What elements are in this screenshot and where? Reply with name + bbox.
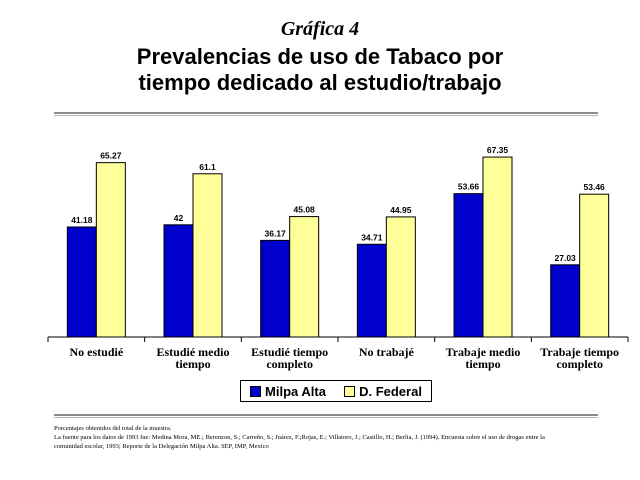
- x-tick-label: completo: [266, 357, 313, 371]
- bar-value-label: 36.17: [265, 228, 287, 238]
- bar-value-label: 67.35: [487, 145, 509, 155]
- legend-label-d-federal: D. Federal: [359, 383, 422, 399]
- x-tick-label: No trabajé: [359, 345, 415, 359]
- chart-title-line-1: Prevalencias de uso de Tabaco por: [136, 44, 504, 69]
- x-tick-label: No estudié: [69, 345, 123, 359]
- footnote-2: La fuente para los datos de 1993 fue: Me…: [54, 434, 545, 441]
- bar-milpa-alta: [453, 193, 484, 338]
- x-tick-label: Estudié tiempo: [251, 345, 328, 359]
- bottom-divider: [54, 414, 598, 418]
- bar-value-label: 61.1: [199, 162, 216, 172]
- bar-milpa-alta: [550, 264, 581, 338]
- bar-d-federal: [192, 173, 223, 338]
- chart-legend: Milpa Alta D. Federal: [240, 380, 432, 402]
- chart-kicker: Gráfica 4: [280, 18, 360, 40]
- bar-value-label: 53.66: [458, 182, 480, 192]
- bar-d-federal: [482, 156, 513, 338]
- bar-value-label: 34.71: [361, 232, 383, 242]
- bar-value-label: 41.18: [71, 215, 93, 225]
- bar-value-label: 42: [174, 213, 184, 223]
- legend-swatch-milpa-alta: [250, 385, 262, 397]
- footnotes: Porcentajes obtenidos del total de la mu…: [54, 424, 614, 451]
- x-tick-label: Trabaje tiempo: [540, 345, 619, 359]
- legend-label-milpa-alta: Milpa Alta: [265, 383, 326, 399]
- top-divider: [54, 112, 598, 116]
- bar-value-label: 65.27: [100, 151, 122, 161]
- bar-value-label: 53.46: [584, 182, 606, 192]
- bar-value-label: 45.08: [294, 205, 316, 215]
- x-tick-label: Estudié medio: [156, 345, 229, 359]
- bar-d-federal: [579, 193, 610, 338]
- bar-milpa-alta: [260, 239, 291, 338]
- chart-title: Prevalencias de uso de Tabaco por tiempo…: [0, 44, 640, 96]
- bar-milpa-alta: [66, 226, 97, 338]
- legend-item-milpa-alta: Milpa Alta: [250, 384, 326, 399]
- footnote-1: Porcentajes obtenidos del total de la mu…: [54, 425, 172, 432]
- x-tick-label: Trabaje medio: [446, 345, 521, 359]
- bar-milpa-alta: [163, 224, 194, 338]
- legend-item-d-federal: D. Federal: [344, 384, 422, 399]
- legend-swatch-d-federal: [344, 385, 356, 397]
- x-tick-label: tiempo: [465, 357, 500, 371]
- x-tick-label: completo: [556, 357, 603, 371]
- bar-value-label: 44.95: [390, 205, 412, 215]
- chart-title-line-2: tiempo dedicado al estudio/trabajo: [138, 70, 502, 95]
- bar-d-federal: [289, 216, 320, 338]
- bar-d-federal: [95, 162, 126, 338]
- bar-d-federal: [385, 216, 416, 338]
- bar-milpa-alta: [356, 243, 387, 338]
- bar-value-label: 27.03: [555, 253, 577, 263]
- footnote-3: comunidad escolar, 1993; Reporte de la D…: [54, 443, 269, 450]
- x-tick-label: tiempo: [175, 357, 210, 371]
